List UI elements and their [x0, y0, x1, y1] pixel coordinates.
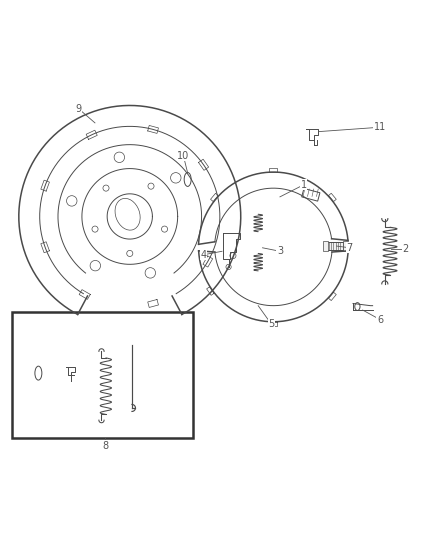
Bar	[343, 241, 348, 251]
Text: 10: 10	[177, 150, 190, 160]
Circle shape	[230, 253, 236, 259]
Bar	[327, 241, 344, 251]
Bar	[302, 189, 320, 201]
Text: 8: 8	[102, 441, 108, 451]
Text: 5: 5	[268, 319, 274, 329]
Text: 11: 11	[374, 122, 386, 132]
Ellipse shape	[184, 173, 191, 187]
Circle shape	[226, 264, 231, 270]
Text: 3: 3	[277, 246, 283, 256]
Text: 2: 2	[402, 244, 408, 254]
Ellipse shape	[35, 366, 42, 380]
Text: 1: 1	[301, 180, 307, 190]
Bar	[12, 312, 193, 439]
Text: 7: 7	[346, 243, 353, 253]
Ellipse shape	[115, 198, 140, 230]
Ellipse shape	[355, 303, 360, 310]
Text: 6: 6	[377, 314, 383, 325]
Text: 4: 4	[201, 250, 207, 260]
Text: 9: 9	[76, 104, 82, 114]
Bar	[323, 241, 328, 251]
